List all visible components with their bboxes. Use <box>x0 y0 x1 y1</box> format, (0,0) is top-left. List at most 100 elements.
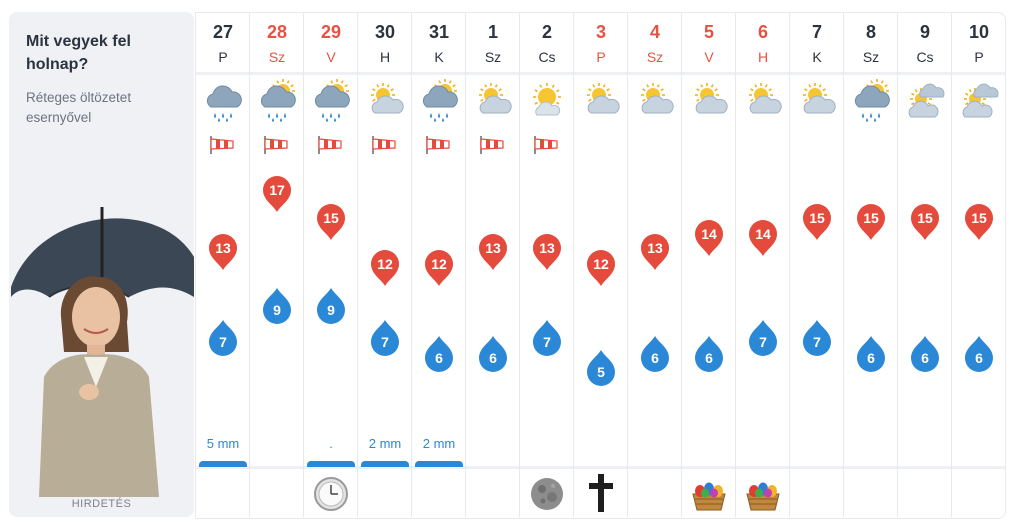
min-temp-drop: 6 <box>911 336 939 372</box>
day-number: 31 <box>428 22 450 42</box>
day-number: 28 <box>266 22 288 42</box>
min-temp-value: 7 <box>381 334 389 350</box>
max-temp-pin: 13 <box>479 234 507 270</box>
day-number: 10 <box>968 22 990 42</box>
day-name: V <box>704 49 714 65</box>
day-number: 4 <box>649 22 660 42</box>
cloudy-rain-icon <box>206 85 242 122</box>
windsock-icon <box>372 136 396 154</box>
forecast-day-column[interactable]: 5 V 14 6 <box>681 12 736 517</box>
day-name: P <box>596 49 606 65</box>
min-temp-drop: 7 <box>371 320 399 356</box>
max-temp-pin: 13 <box>209 234 237 270</box>
max-temp-value: 15 <box>323 210 339 226</box>
max-temp-pin: 12 <box>587 250 615 286</box>
partly-cloudy-icon <box>641 83 674 114</box>
day-name: K <box>812 49 822 65</box>
windsock-icon <box>318 136 342 154</box>
forecast-grid <box>195 12 1006 519</box>
forecast-day-column[interactable]: 10 P 15 6 <box>951 12 1006 517</box>
forecast-day-column[interactable]: 27 P 13 7 5 mm <box>195 12 250 517</box>
min-temp-value: 6 <box>867 350 875 366</box>
day-number: 8 <box>865 22 876 42</box>
max-temp-value: 13 <box>647 240 663 256</box>
min-temp-value: 7 <box>543 334 551 350</box>
max-temp-pin: 17 <box>263 176 291 212</box>
precipitation-bar <box>199 461 247 467</box>
precipitation-bar <box>361 461 409 467</box>
forecast-day-column[interactable]: 31 K 12 6 2 mm <box>411 12 466 517</box>
day-name: Sz <box>268 49 286 65</box>
cross-icon <box>589 474 613 512</box>
min-temp-value: 9 <box>273 302 281 318</box>
max-temp-value: 17 <box>269 182 285 198</box>
min-temp-value: 7 <box>219 334 227 350</box>
partly-cloudy-rain-icon <box>422 79 458 122</box>
max-temp-pin: 15 <box>857 204 885 240</box>
max-temp-value: 14 <box>701 226 717 242</box>
day-number: 30 <box>374 22 396 42</box>
forecast-day-column[interactable]: 2 Cs 13 7 <box>519 12 574 517</box>
max-temp-value: 13 <box>539 240 555 256</box>
min-temp-value: 6 <box>435 350 443 366</box>
min-temp-drop: 6 <box>857 336 885 372</box>
sunny-cloud-icon <box>533 83 561 116</box>
max-temp-value: 15 <box>863 210 879 226</box>
woman-with-umbrella-image <box>11 207 194 497</box>
min-temp-drop: 6 <box>641 336 669 372</box>
min-temp-drop: 7 <box>533 320 561 356</box>
min-temp-drop: 6 <box>965 336 993 372</box>
outfit-advice-title: Mit vegyek fel holnap? <box>26 33 131 73</box>
day-name: Sz <box>862 49 880 65</box>
max-temp-value: 15 <box>917 210 933 226</box>
min-temp-drop: 7 <box>749 320 777 356</box>
max-temp-value: 13 <box>485 240 501 256</box>
min-temp-drop: 5 <box>587 350 615 386</box>
windsock-icon <box>534 136 558 154</box>
day-number: 9 <box>919 22 930 42</box>
windsock-icon <box>210 136 234 154</box>
max-temp-pin: 14 <box>749 220 777 256</box>
precipitation-bar <box>307 461 355 467</box>
full-moon-icon <box>531 478 563 510</box>
min-temp-drop: 9 <box>263 288 291 324</box>
precipitation-amount: . <box>329 436 333 451</box>
forecast-day-column[interactable]: 4 Sz 13 6 <box>627 12 682 517</box>
forecast-day-column[interactable]: 8 Sz 15 6 <box>843 12 898 517</box>
easter-basket-icon <box>746 482 780 511</box>
forecast-day-column[interactable]: 7 K 15 7 <box>789 12 844 517</box>
precipitation-amount: 2 mm <box>422 436 456 451</box>
forecast-day-column[interactable]: 28 Sz 17 9 <box>249 12 304 517</box>
outfit-advice-panel[interactable]: Mit vegyek fel holnap? Réteges öltözetet… <box>9 12 194 517</box>
forecast-day-column[interactable]: 1 Sz 13 6 <box>465 12 520 517</box>
forecast-day-column[interactable]: 3 P 12 5 <box>573 12 628 517</box>
forecast-day-column[interactable]: 9 Cs 15 6 <box>897 12 952 517</box>
day-name: H <box>379 49 391 65</box>
day-name: P <box>218 49 228 65</box>
max-temp-value: 15 <box>809 210 825 226</box>
max-temp-value: 13 <box>215 240 231 256</box>
min-temp-value: 9 <box>327 302 335 318</box>
windsock-icon <box>426 136 450 154</box>
forecast-day-column[interactable]: 30 H 12 7 2 mm <box>357 12 412 517</box>
day-number: 2 <box>541 22 552 42</box>
max-temp-value: 12 <box>593 256 609 272</box>
max-temp-value: 14 <box>755 226 771 242</box>
advertisement-label: HIRDETÉS <box>71 498 132 510</box>
max-temp-pin: 15 <box>803 204 831 240</box>
day-number: 29 <box>320 22 342 42</box>
min-temp-drop: 6 <box>695 336 723 372</box>
day-number: 6 <box>757 22 768 42</box>
day-number: 7 <box>811 22 822 42</box>
min-temp-value: 6 <box>651 350 659 366</box>
forecast-day-column[interactable]: 29 V 15 9 . <box>303 12 358 517</box>
day-name: P <box>974 49 984 65</box>
easter-basket-icon <box>692 482 726 511</box>
clock-icon <box>314 477 348 511</box>
max-temp-pin: 15 <box>317 204 345 240</box>
forecast-day-column[interactable]: 6 H 14 7 <box>735 12 790 517</box>
max-temp-pin: 12 <box>425 250 453 286</box>
partly-cloudy-icon <box>749 83 782 114</box>
min-temp-value: 7 <box>759 334 767 350</box>
min-temp-drop: 7 <box>803 320 831 356</box>
